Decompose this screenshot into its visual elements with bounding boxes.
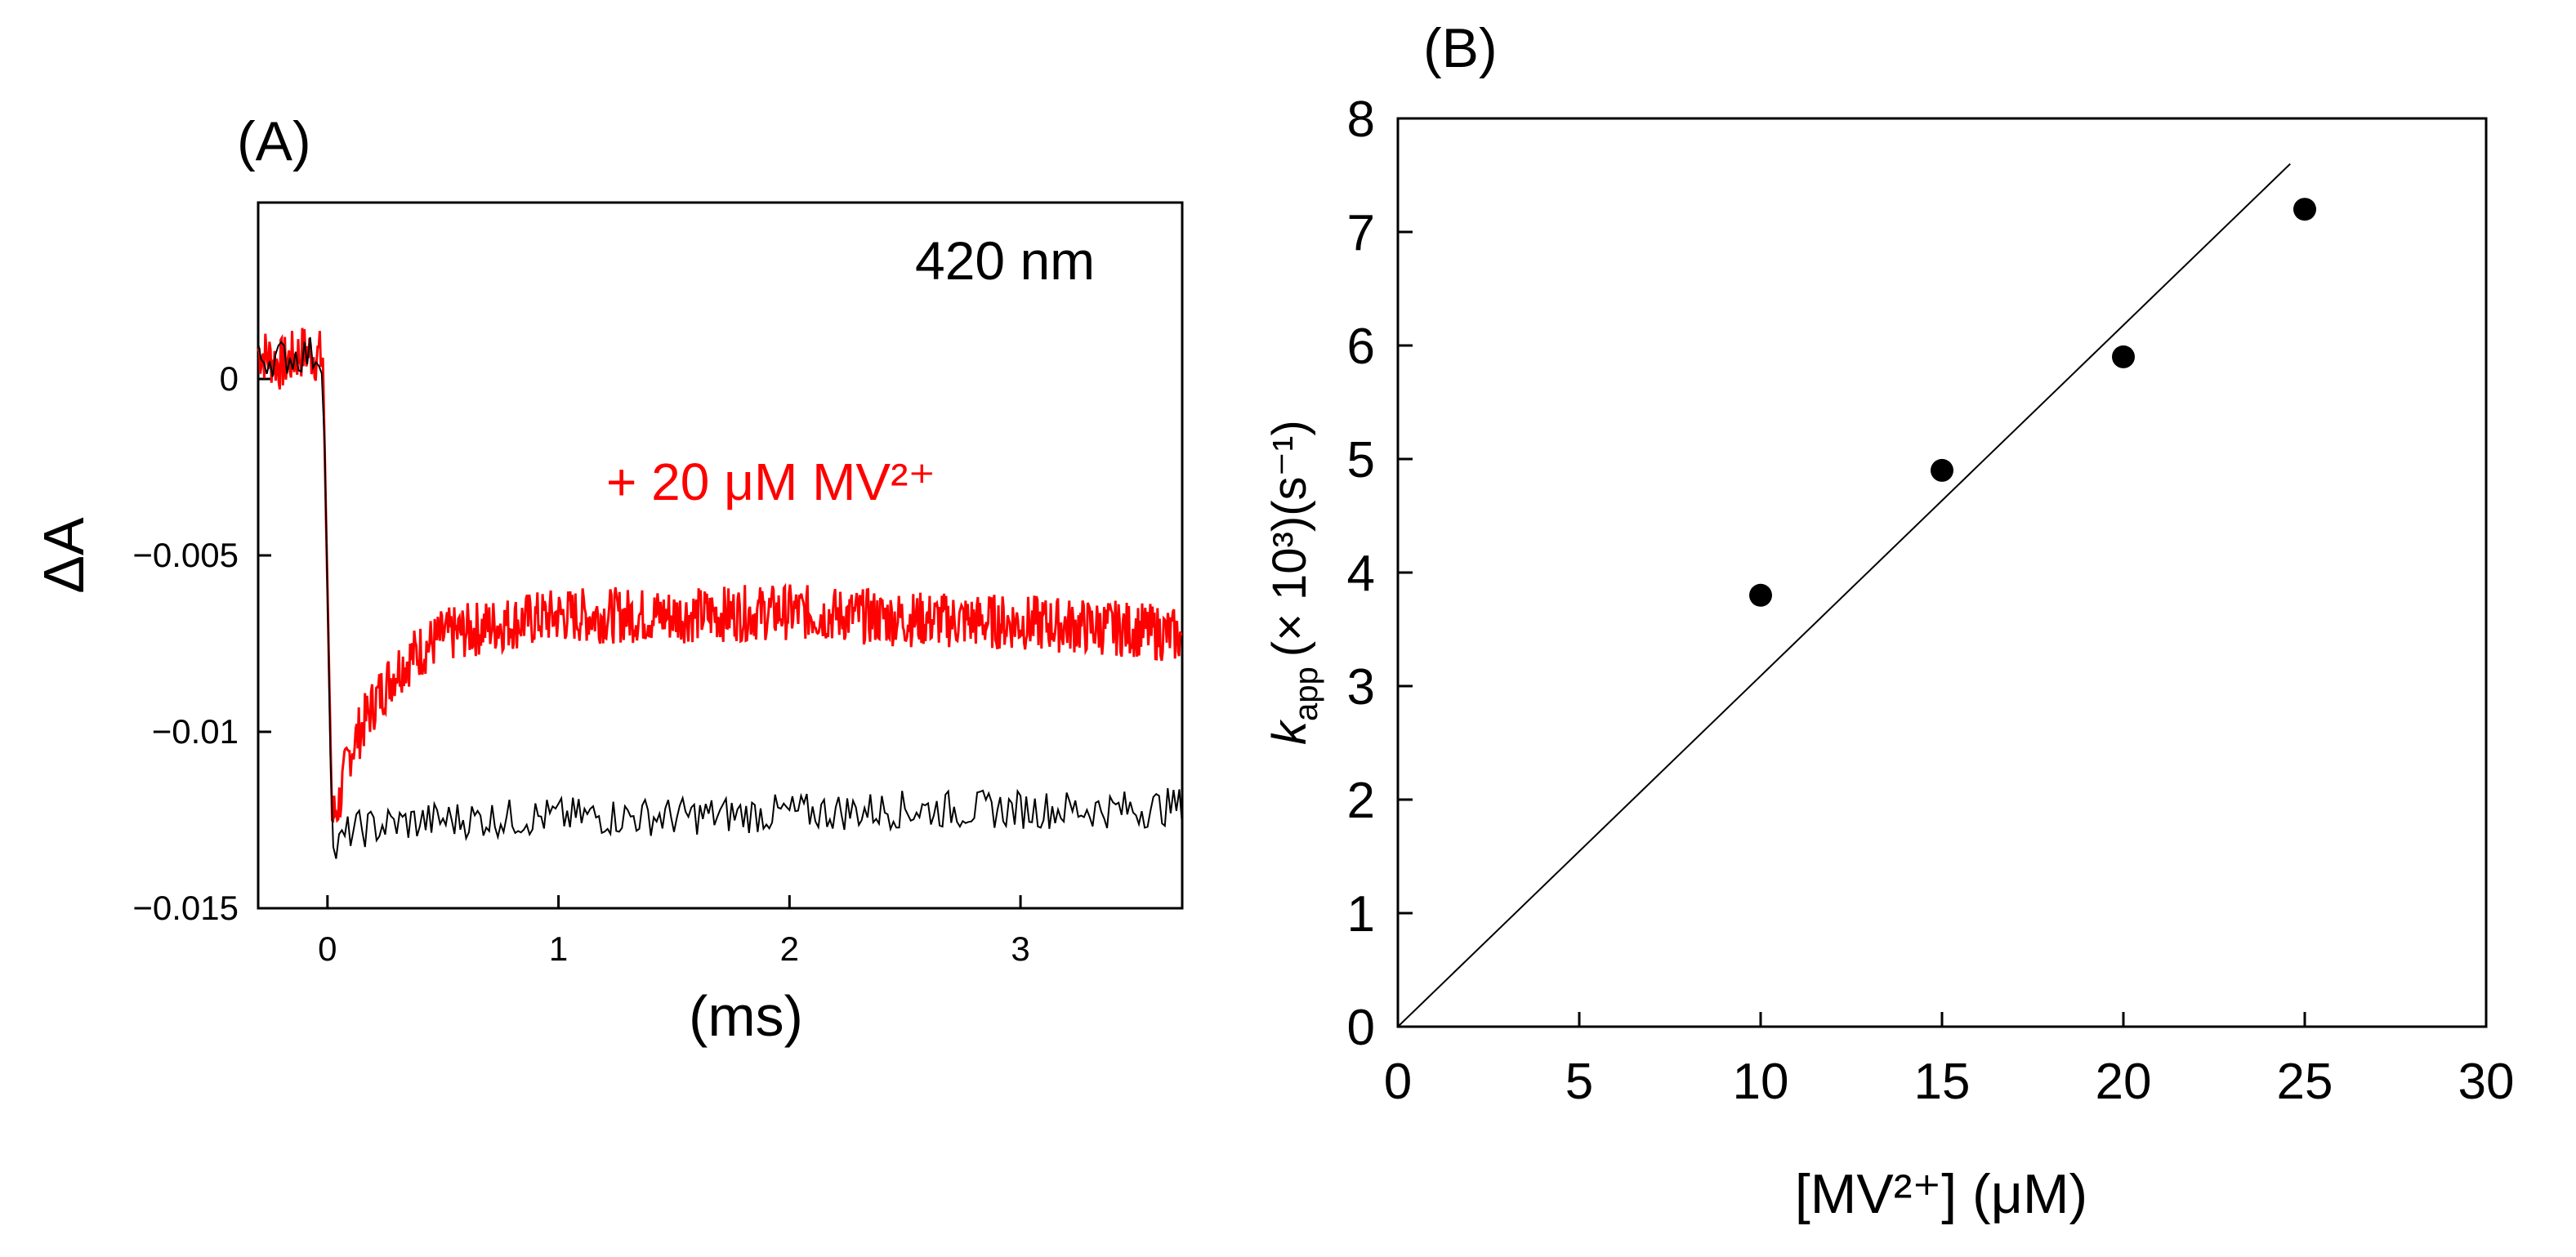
panel-a-y-tick-label: 0 (220, 359, 239, 398)
data-point (2293, 198, 2316, 221)
panel-b-x-tick-label: 10 (1733, 1054, 1789, 1110)
data-point (1931, 458, 1953, 482)
black-trace (257, 337, 1183, 859)
panel-a-y-axis-label: ΔA (32, 517, 96, 594)
panel-b-frame (1396, 117, 2488, 1028)
panel-b-y-tick-label: 3 (1347, 659, 1375, 715)
panel-b-x-tick-label: 15 (1914, 1054, 1971, 1110)
panel-a-frame (257, 201, 1184, 910)
y-label-rest: (× 10³)(s⁻¹) (1263, 420, 1316, 657)
panel-b-x-tick-label: 30 (2458, 1054, 2515, 1110)
panel-a-x-tick-label: 1 (549, 929, 568, 968)
panel-a-x-axis-label: (ms) (689, 984, 803, 1048)
panel-b-y-ticks: 0 1 2 3 4 5 6 7 8 (1347, 91, 1413, 1056)
panel-b-points (1749, 198, 2316, 607)
panel-b-y-axis-label: kapp (× 10³)(s⁻¹) (1263, 420, 1324, 745)
red-series-label: + 20 μM MV²⁺ (606, 452, 935, 511)
panel-a-y-tick-label: −0.005 (132, 536, 239, 574)
panel-a-x-tick-label: 0 (318, 929, 337, 968)
wavelength-annotation: 420 nm (915, 230, 1095, 291)
panel-a-x-tick-label: 3 (1011, 929, 1029, 968)
panel-b-y-tick-label: 8 (1347, 91, 1375, 148)
panel-b-y-tick-label: 4 (1347, 546, 1375, 602)
panel-b-y-tick-label: 1 (1347, 886, 1375, 943)
panel-a-x-tick-label: 2 (780, 929, 799, 968)
panel-a-x-ticks: 0 1 2 3 (318, 895, 1030, 968)
panel-b-y-tick-label: 2 (1347, 773, 1375, 829)
data-point (2112, 345, 2135, 368)
red-trace (257, 328, 1183, 823)
panel-b-y-tick-label: 5 (1347, 432, 1375, 488)
panel-a-y-ticks: 0 −0.005 −0.01 −0.015 (132, 359, 271, 927)
panel-a-y-tick-label: −0.01 (152, 712, 239, 751)
panel-b-y-tick-label: 0 (1347, 1000, 1375, 1056)
y-label-k: k (1263, 719, 1316, 745)
panel-a-series (257, 328, 1183, 859)
panel-b-y-tick-label: 6 (1347, 319, 1375, 375)
data-point (1749, 583, 1772, 607)
panel-b-x-tick-label: 25 (2277, 1054, 2333, 1110)
y-label-sub: app (1288, 666, 1324, 721)
panel-a: (A) 0 1 2 3 0 −0.005 −0.01 −0.015 420 nm + 20 … (32, 110, 1184, 1048)
panel-a-y-tick-label: −0.015 (132, 889, 239, 927)
panel-b-x-tick-label: 20 (2096, 1054, 2152, 1110)
panel-b-x-ticks: 0 5 10 15 20 25 30 (1384, 1012, 2515, 1110)
fit-line (1397, 163, 2291, 1027)
panel-b-label: (B) (1423, 17, 1498, 79)
panel-b-x-axis-label: [MV²⁺] (μM) (1795, 1163, 2087, 1225)
panel-b-x-tick-label: 5 (1565, 1054, 1593, 1110)
panel-a-label: (A) (237, 110, 311, 172)
panel-b: (B) 0 5 10 15 20 25 30 0 1 2 3 4 5 6 7 8 [MV²⁺] (μM) k… (1263, 17, 2514, 1225)
panel-b-y-tick-label: 7 (1347, 205, 1375, 261)
panel-b-x-tick-label: 0 (1384, 1054, 1412, 1110)
